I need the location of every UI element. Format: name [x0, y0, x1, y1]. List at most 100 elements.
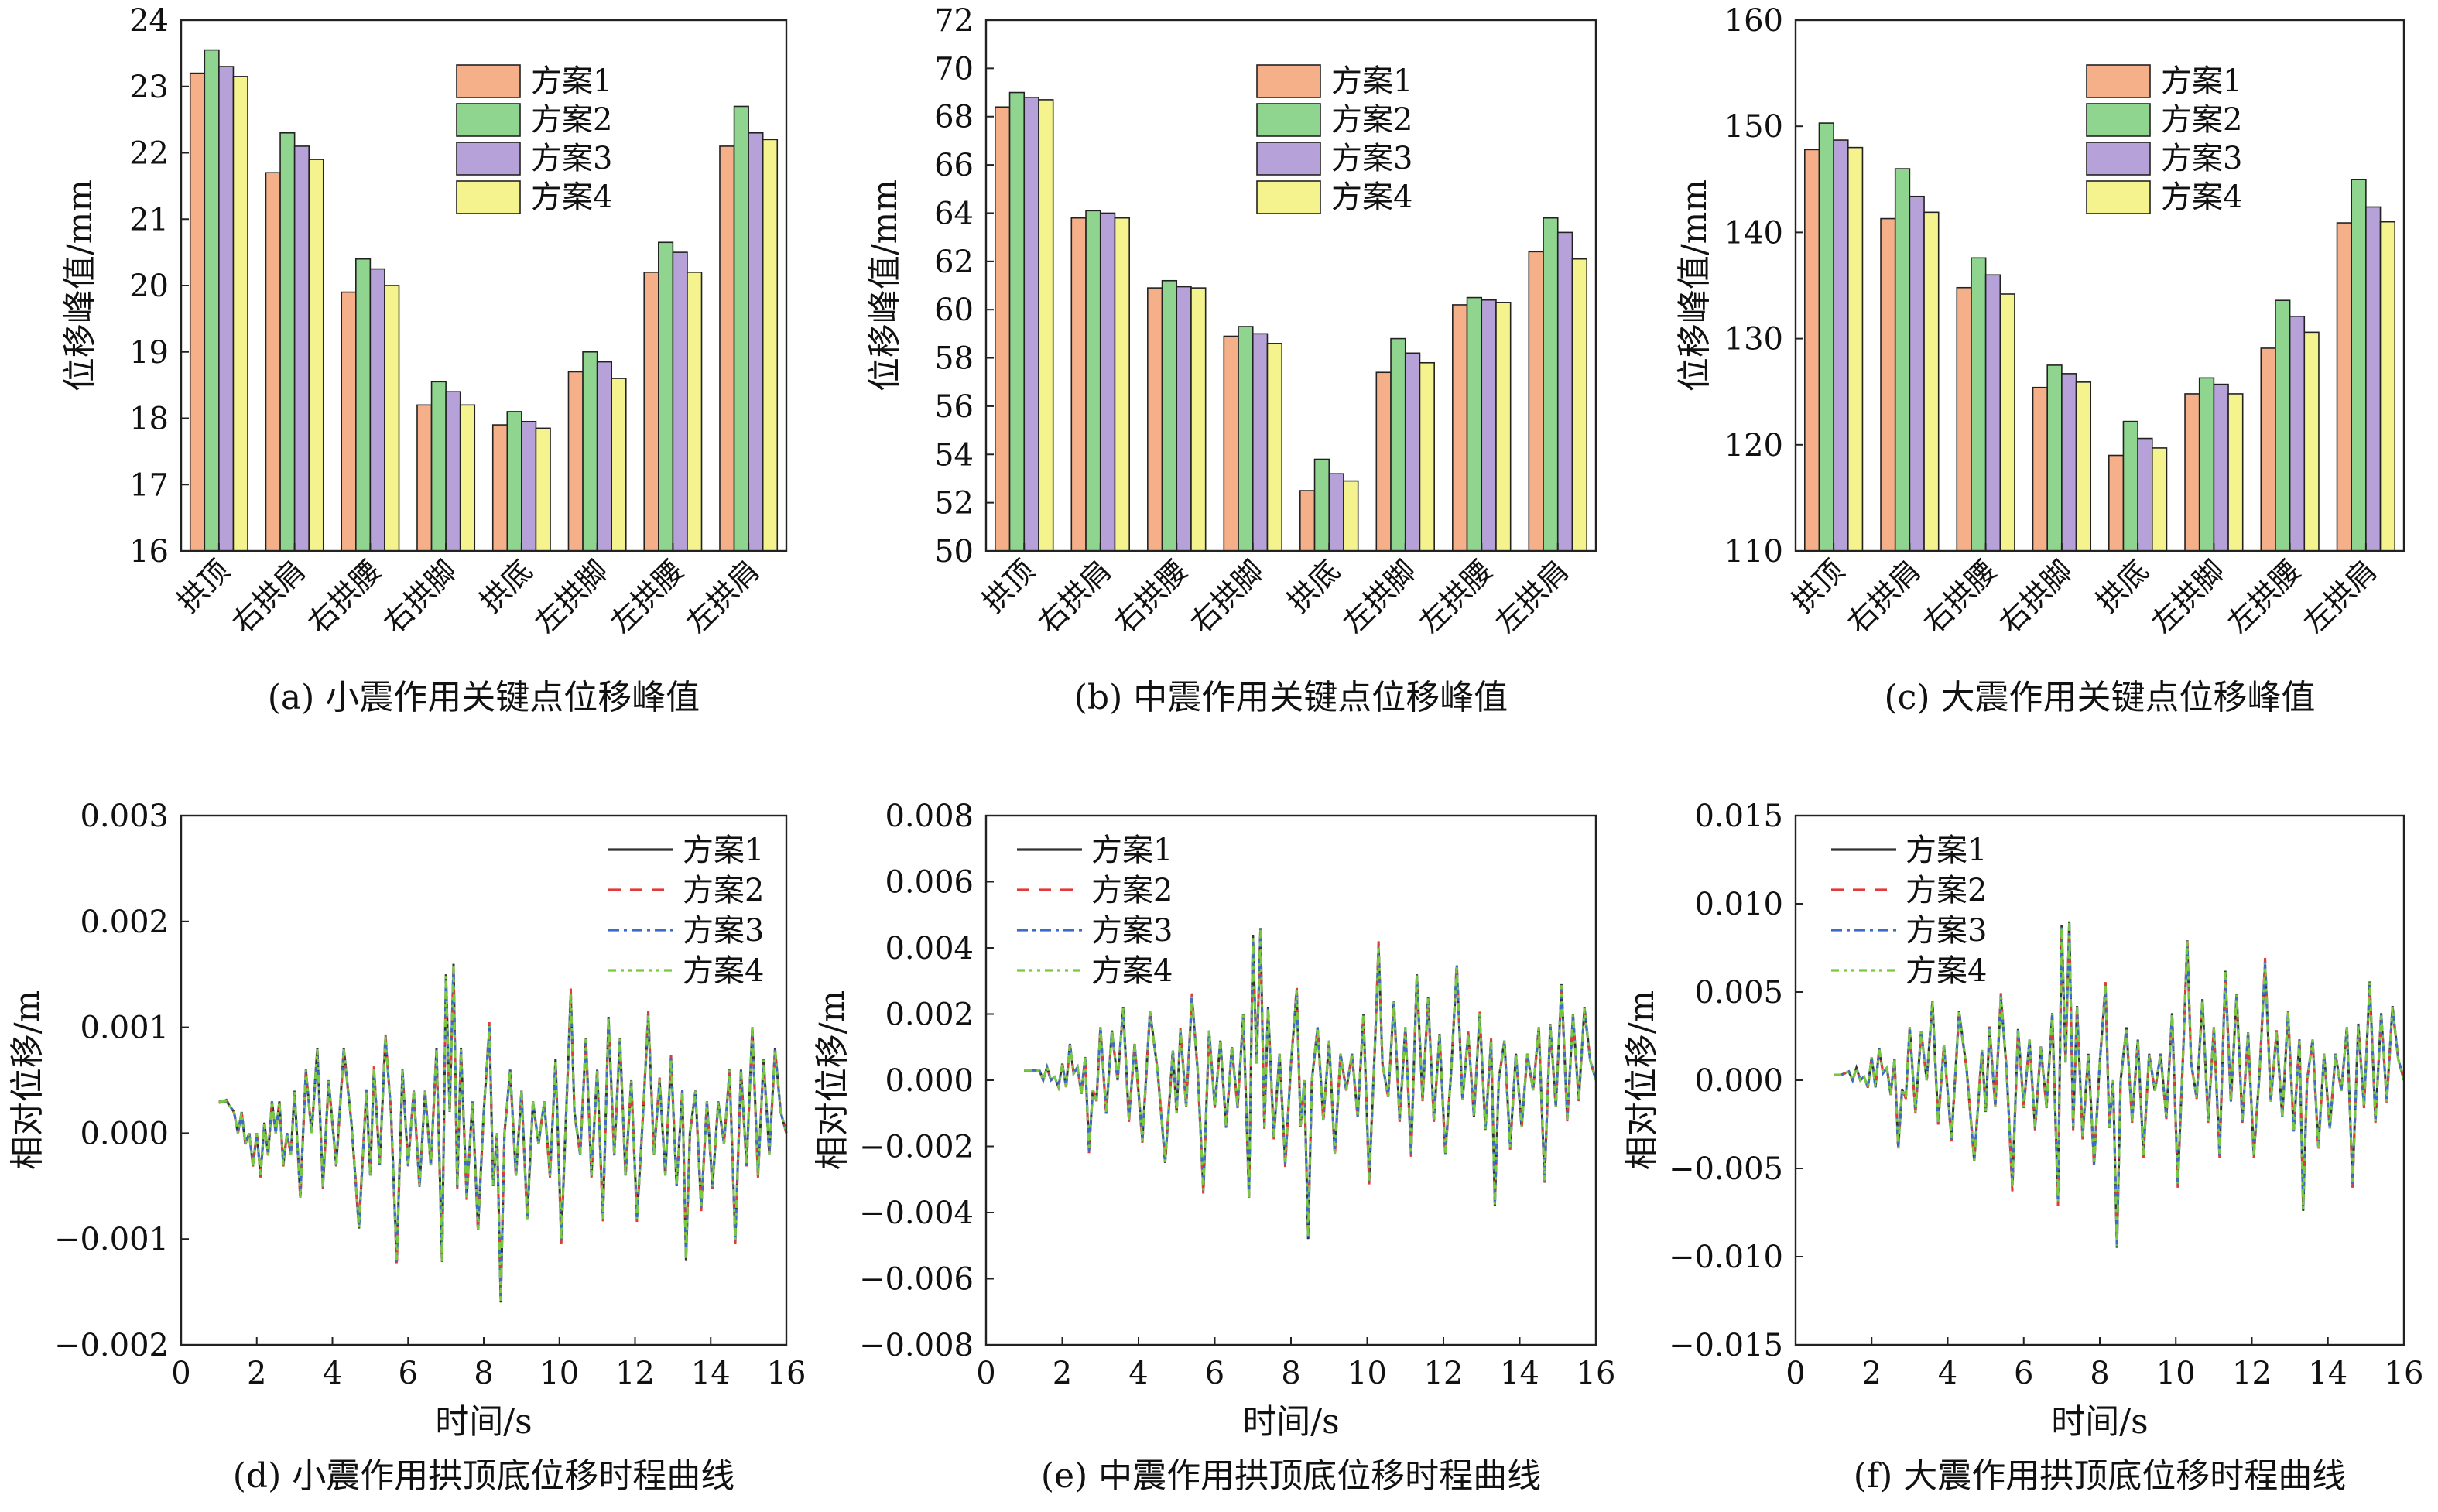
bar — [491, 424, 508, 552]
legend-swatch — [1256, 180, 1321, 214]
legend-label: 方案4 — [1331, 180, 1412, 215]
y-tick-label: 0.002 — [80, 905, 169, 940]
bar — [341, 291, 357, 552]
bar — [521, 420, 537, 552]
legend-label: 方案4 — [531, 180, 612, 215]
bar — [672, 251, 688, 552]
bar — [1328, 473, 1344, 552]
bar — [611, 378, 627, 552]
legend-label: 方案2 — [2161, 102, 2242, 138]
legend-swatch — [2086, 180, 2151, 214]
y-tick-label: −0.002 — [54, 1328, 169, 1363]
bar — [995, 106, 1011, 552]
bar — [658, 241, 674, 552]
y-tick-label: 120 — [1724, 428, 1783, 464]
panel-caption: (b) 中震作用关键点位移峰值 — [1074, 678, 1508, 717]
bar — [459, 404, 476, 552]
bar — [1223, 335, 1239, 552]
plot-frame — [984, 814, 1597, 1346]
bar — [293, 145, 310, 552]
series-line — [1834, 921, 2405, 1248]
y-tick-label: −0.002 — [859, 1130, 974, 1165]
y-tick-label: 72 — [934, 3, 974, 39]
bar — [733, 105, 749, 552]
bar — [1571, 258, 1587, 552]
bar — [1238, 326, 1254, 552]
bar — [1085, 210, 1101, 552]
x-tick-label: 8 — [474, 1356, 493, 1391]
legend-label: 方案2 — [1906, 873, 1987, 908]
panel-caption: (d) 小震作用拱顶底位移时程曲线 — [233, 1456, 734, 1496]
bar — [1375, 371, 1392, 552]
bar — [1008, 91, 1026, 552]
legend-swatch — [456, 103, 521, 137]
bar — [2184, 393, 2200, 552]
bar — [748, 132, 764, 552]
legend-label: 方案1 — [1906, 833, 1987, 868]
x-tick-label: 6 — [1205, 1356, 1224, 1391]
series-line — [218, 963, 788, 1303]
y-tick-label: 0.010 — [1694, 887, 1783, 922]
y-tick-label: −0.004 — [859, 1196, 974, 1231]
bar — [1880, 217, 1896, 552]
bar — [232, 76, 248, 552]
y-tick-label: 16 — [129, 534, 169, 570]
x-axis-label: 时间/s — [2051, 1402, 2148, 1442]
x-tick-label: 0 — [171, 1356, 190, 1391]
bar — [369, 268, 385, 552]
legend-label: 方案3 — [2161, 141, 2242, 176]
x-tick-label: 12 — [1424, 1356, 1464, 1391]
y-tick-label: 20 — [129, 269, 169, 304]
y-tick-label: 0.008 — [885, 799, 974, 834]
panel-caption: (e) 中震作用拱顶底位移时程曲线 — [1041, 1456, 1541, 1496]
panel-d: 0 2 4 6 8 10 12 14 16 时间/s 方案1 方案2 方案3 方案4 −0.002 −0.00… — [8, 799, 806, 1496]
legend-label: 方案4 — [1906, 953, 1987, 989]
bar — [384, 285, 400, 552]
y-tick-label: 24 — [129, 3, 169, 39]
bar — [1266, 343, 1282, 552]
bar — [1466, 296, 1483, 552]
bar — [2289, 315, 2306, 552]
y-axis-label: 相对位移/m — [8, 990, 47, 1171]
bar — [1556, 231, 1573, 552]
legend-label: 方案2 — [1331, 102, 1412, 138]
legend-swatch — [1256, 103, 1321, 137]
bar — [1176, 286, 1192, 552]
bar — [204, 49, 220, 552]
bar — [2379, 221, 2396, 552]
bar — [1343, 480, 1359, 552]
legend-label: 方案3 — [1091, 913, 1173, 949]
x-tick-label: 0 — [976, 1356, 995, 1391]
y-tick-label: 66 — [934, 148, 974, 183]
bar — [1528, 251, 1544, 552]
x-tick-label: 14 — [1500, 1356, 1539, 1391]
legend-label: 方案2 — [531, 102, 612, 138]
panel-caption: (f) 大震作用拱顶底位移时程曲线 — [1854, 1456, 2347, 1496]
plot-frame — [180, 814, 788, 1346]
x-tick-label: 16 — [1577, 1356, 1616, 1391]
y-tick-label: 64 — [934, 196, 974, 231]
y-tick-label: −0.008 — [859, 1328, 974, 1363]
panel-e: 0 2 4 6 8 10 12 14 16 时间/s 方案1 方案2 方案3 方案4 −0.008 −0.00… — [813, 799, 1615, 1496]
y-axis-label: 相对位移/m — [813, 990, 852, 1171]
y-tick-label: 160 — [1724, 3, 1783, 39]
x-tick-label: 4 — [1938, 1356, 1957, 1391]
y-tick-label: 0.000 — [1694, 1063, 1783, 1099]
x-tick-label: 16 — [767, 1356, 806, 1391]
y-tick-label: 21 — [129, 202, 169, 238]
legend-label: 方案1 — [1331, 63, 1412, 99]
x-tick-label: 2 — [1862, 1356, 1882, 1391]
legend-label: 方案3 — [1331, 141, 1412, 176]
y-tick-label: 0.000 — [885, 1063, 974, 1099]
bar — [1299, 490, 1316, 552]
bar — [2213, 383, 2229, 552]
legend-swatch — [456, 64, 521, 98]
y-tick-label: 23 — [129, 70, 169, 105]
bar — [279, 132, 296, 552]
bar — [1099, 212, 1116, 552]
bar — [1390, 337, 1406, 552]
bar — [1894, 168, 1911, 552]
bar — [1252, 333, 1269, 552]
bar — [2061, 373, 2077, 552]
